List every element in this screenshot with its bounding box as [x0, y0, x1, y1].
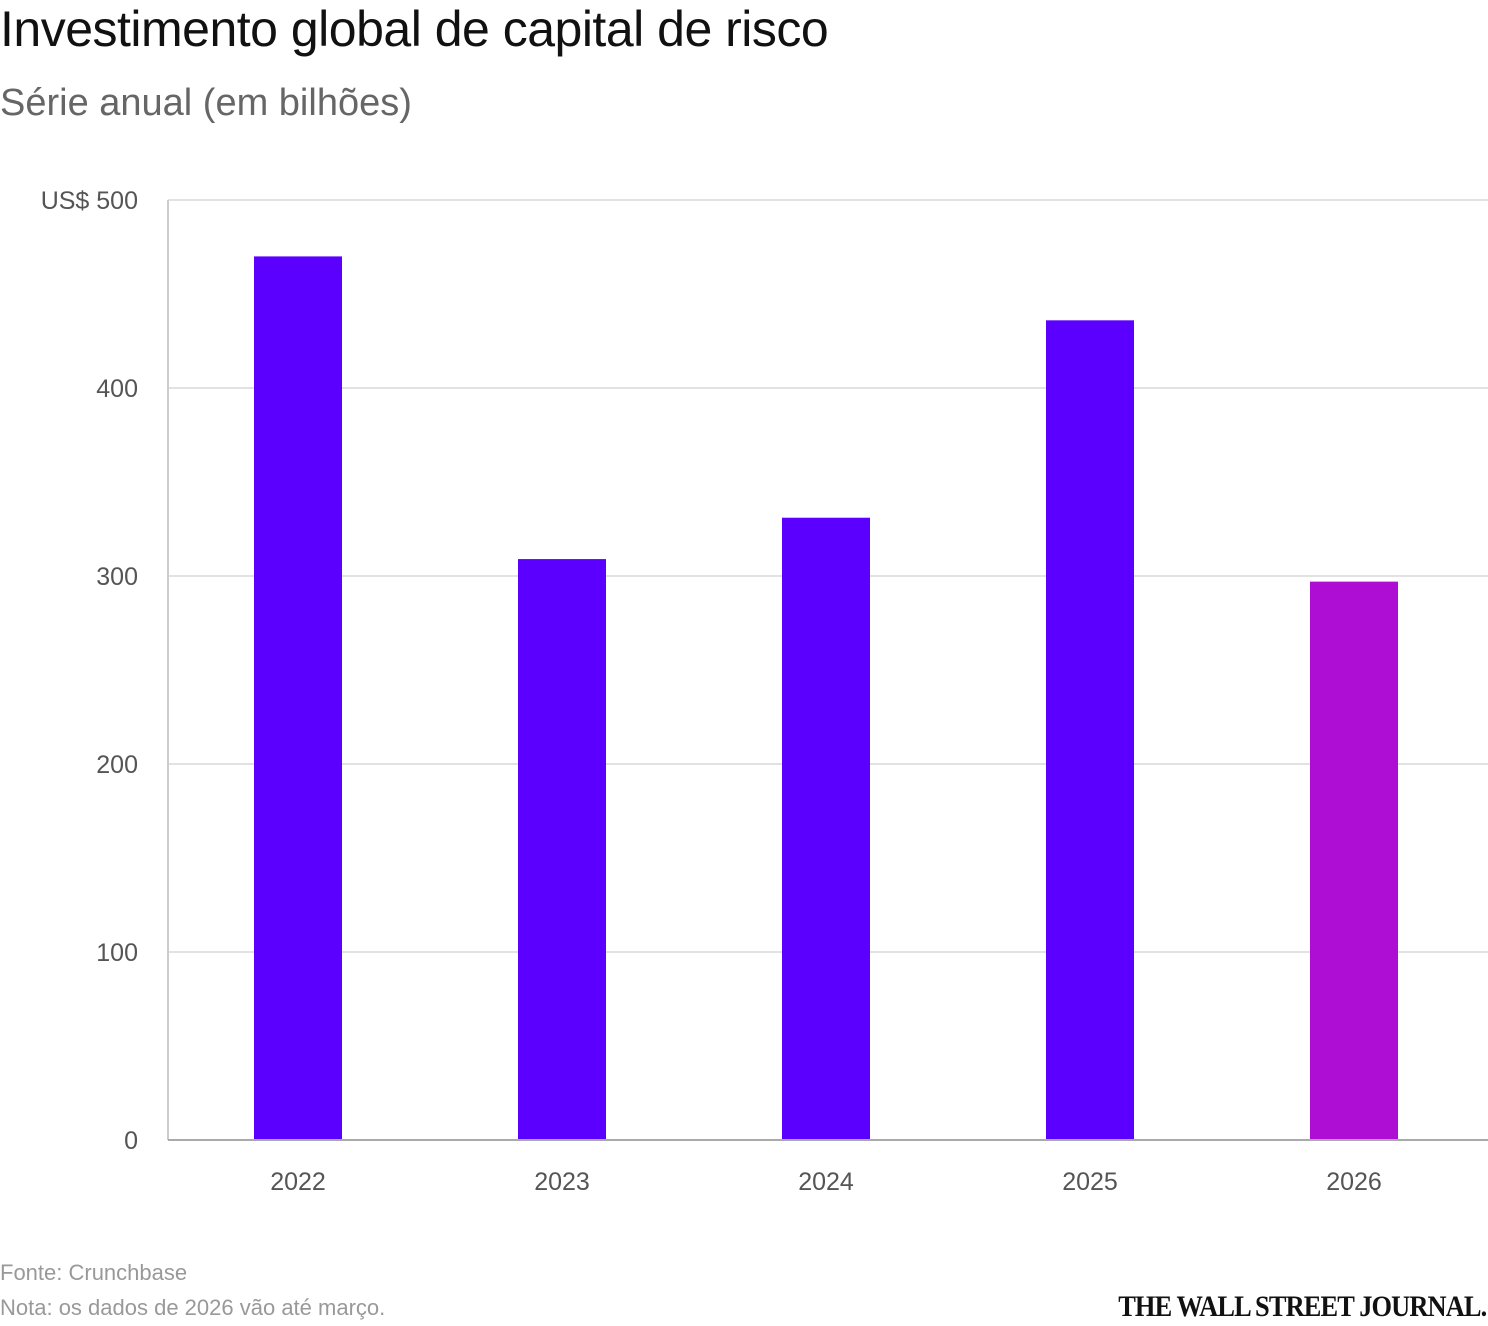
bar-2023 — [518, 559, 606, 1140]
y-tick-label: 0 — [124, 1127, 138, 1155]
x-tick-label: 2023 — [534, 1168, 590, 1196]
bar-2022 — [254, 256, 342, 1140]
chart-subtitle: Série anual (em bilhões) — [0, 82, 412, 124]
chart-title: Investimento global de capital de risco — [0, 1, 829, 57]
y-tick-label: US$ 500 — [41, 187, 138, 215]
x-tick-label: 2026 — [1326, 1168, 1382, 1196]
wsj-logo: THE WALL STREET JOURNAL. — [1117, 1290, 1487, 1323]
y-tick-label: 400 — [96, 375, 138, 403]
y-tick-label: 300 — [96, 563, 138, 591]
x-tick-label: 2025 — [1062, 1168, 1118, 1196]
x-tick-label: 2022 — [270, 1168, 326, 1196]
bar-2024 — [782, 517, 870, 1140]
y-tick-label: 200 — [96, 751, 138, 779]
footnote: Nota: os dados de 2026 vão até março. — [0, 1295, 386, 1320]
x-tick-label: 2024 — [798, 1168, 854, 1196]
y-tick-label: 100 — [96, 939, 138, 967]
source-note: Fonte: Crunchbase — [0, 1260, 188, 1285]
bar-2026 — [1310, 581, 1398, 1140]
bar-2025 — [1046, 320, 1134, 1140]
